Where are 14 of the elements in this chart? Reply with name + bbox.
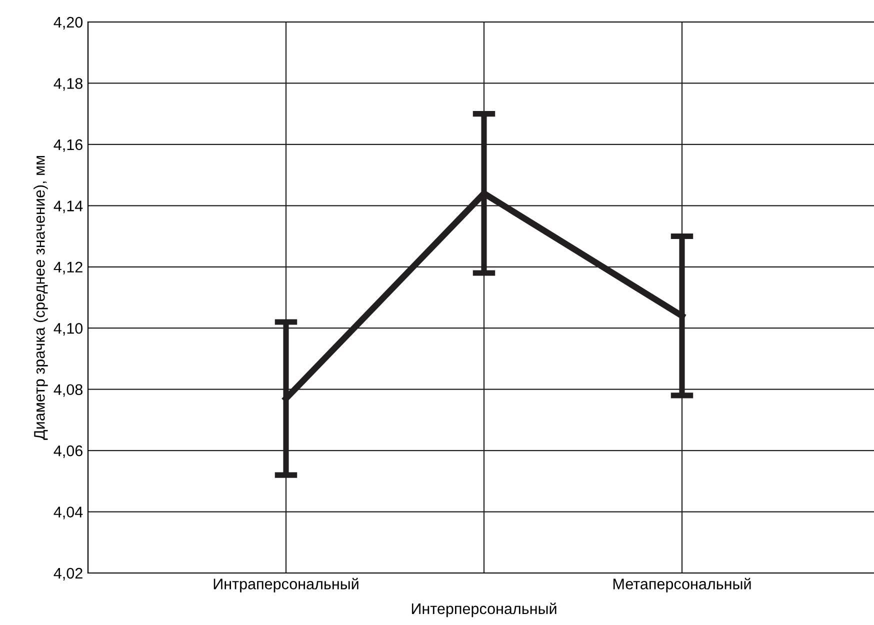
x-tick-label: Интраперсональный: [214, 578, 358, 592]
y-tick-label: 4,16: [54, 139, 82, 152]
y-tick-label: 4,12: [54, 262, 82, 274]
y-tick-label: 4,10: [54, 322, 83, 336]
y-axis-title: Диаметр зрачка (среднее значение), мм: [34, 156, 48, 440]
y-tick-label: 4,02: [54, 568, 82, 580]
x-tick-label: Метаперсональный: [613, 578, 751, 592]
y-tick-label: 4,20: [54, 16, 83, 30]
x-tick-label: Интерперсональный: [412, 602, 556, 618]
y-tick-label: 4,06: [54, 445, 82, 458]
y-tick-label: 4,18: [54, 78, 82, 91]
y-tick-label: 4,04: [54, 506, 83, 520]
y-tick-label: 4,08: [54, 384, 82, 397]
y-tick-label: 4,14: [54, 200, 83, 214]
